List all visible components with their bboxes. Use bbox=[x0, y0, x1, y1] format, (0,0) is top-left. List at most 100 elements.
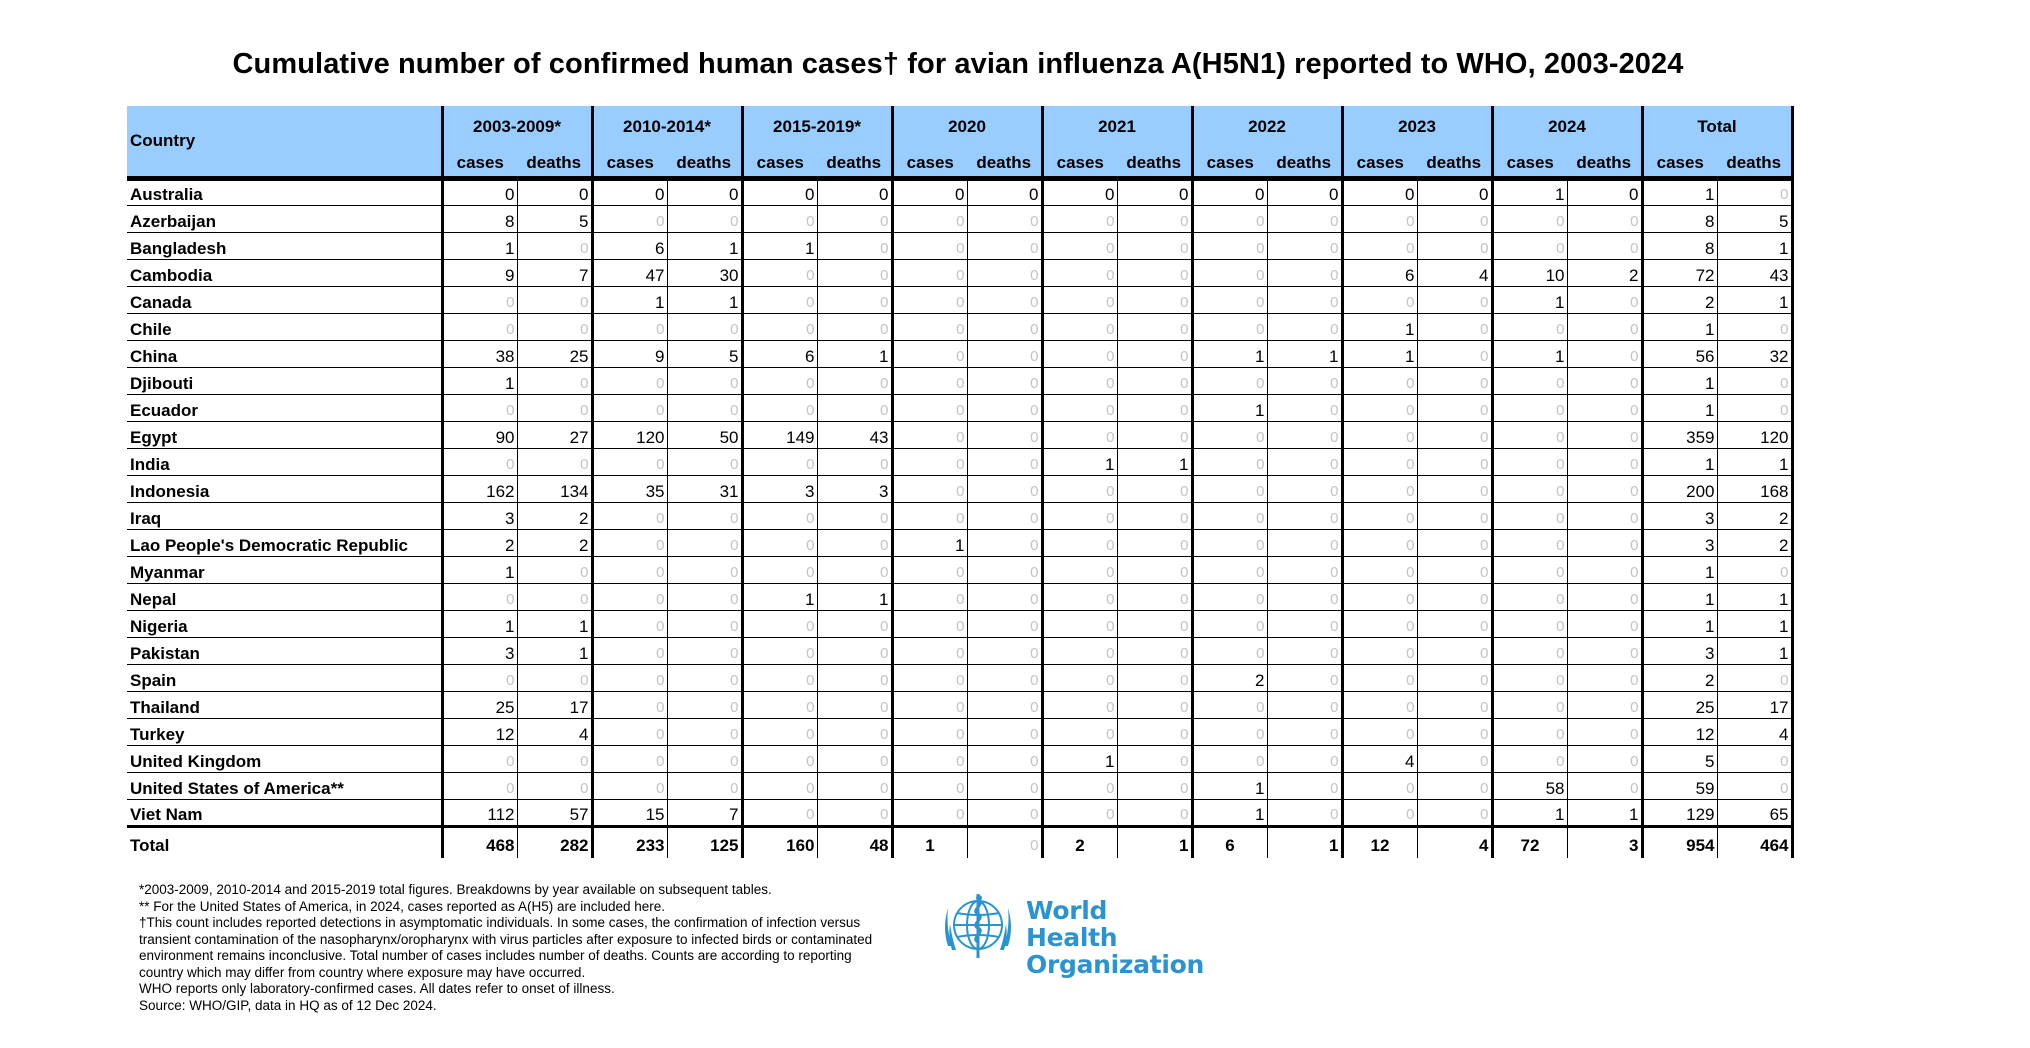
value-cell: 0 bbox=[1040, 394, 1117, 422]
value-cell: 0 bbox=[1416, 178, 1492, 206]
value-cell: 0 bbox=[816, 610, 892, 638]
value-cell: 0 bbox=[890, 475, 967, 503]
value-cell: 0 bbox=[440, 313, 517, 341]
country-cell: China bbox=[127, 340, 442, 368]
value-cell: 0 bbox=[1116, 259, 1192, 287]
value-cell: 0 bbox=[1566, 745, 1642, 773]
value-cell: 0 bbox=[1340, 718, 1417, 746]
cases-table: Country 2003-2009* 2010-2014* 2015-2019* 20… bbox=[127, 106, 1794, 858]
value-cell: 0 bbox=[1566, 178, 1642, 206]
value-cell: 5 bbox=[666, 340, 742, 368]
value-cell: 0 bbox=[1490, 448, 1567, 476]
value-cell: 0 bbox=[590, 448, 667, 476]
deaths-subheader: deaths bbox=[517, 148, 592, 178]
value-cell: 0 bbox=[1190, 421, 1267, 449]
value-cell: 0 bbox=[816, 313, 892, 341]
value-cell: 7 bbox=[666, 799, 742, 827]
value-cell: 0 bbox=[1116, 232, 1192, 260]
value-cell: 1 bbox=[1266, 340, 1342, 368]
value-cell: 0 bbox=[1190, 367, 1267, 395]
table-row: United States of America** 0 0 0 0 0 0 0 0 0 0 1 0 0 0… bbox=[127, 772, 1794, 800]
value-cell: 0 bbox=[516, 178, 592, 206]
table-row: Lao People's Democratic Republic 2 2 0 0 0 0 1 0… bbox=[127, 529, 1794, 557]
value-cell: 0 bbox=[1416, 610, 1492, 638]
value-cell: 0 bbox=[1116, 286, 1192, 314]
value-cell: 149 bbox=[740, 421, 817, 449]
value-cell: 0 bbox=[1116, 313, 1192, 341]
value-cell: 160 bbox=[740, 824, 817, 858]
value-cell: 0 bbox=[1040, 772, 1117, 800]
value-cell: 0 bbox=[1040, 205, 1117, 233]
value-cell: 0 bbox=[590, 610, 667, 638]
value-cell: 1 bbox=[890, 824, 967, 858]
value-cell: 134 bbox=[516, 475, 592, 503]
value-cell: 0 bbox=[890, 691, 967, 719]
value-cell: 0 bbox=[740, 448, 817, 476]
period-header: 2003-2009* bbox=[440, 106, 592, 148]
value-cell: 0 bbox=[1190, 637, 1267, 665]
value-cell: 0 bbox=[1266, 556, 1342, 584]
footnote-lab-confirmed: WHO reports only laboratory-confirmed ca… bbox=[139, 981, 615, 996]
value-cell: 1 bbox=[1266, 824, 1342, 858]
value-cell: 59 bbox=[1640, 772, 1717, 800]
value-cell: 233 bbox=[590, 824, 667, 858]
value-cell: 1 bbox=[666, 232, 742, 260]
value-cell: 0 bbox=[1490, 367, 1567, 395]
table-row: Viet Nam 112 57 15 7 0 0 0 0 0 0 1 0 0 0 1 1 129 65 bbox=[127, 799, 1794, 827]
value-cell: 129 bbox=[1640, 799, 1717, 827]
value-cell: 0 bbox=[1116, 502, 1192, 530]
value-cell: 1 bbox=[1640, 367, 1717, 395]
value-cell: 0 bbox=[740, 286, 817, 314]
country-cell: Canada bbox=[127, 286, 442, 314]
who-wordmark-line2: Organization bbox=[1026, 950, 1205, 979]
value-cell: 4 bbox=[516, 718, 592, 746]
value-cell: 1 bbox=[440, 556, 517, 584]
value-cell: 1 bbox=[1190, 799, 1267, 827]
value-cell: 0 bbox=[966, 259, 1042, 287]
value-cell: 0 bbox=[666, 394, 742, 422]
value-cell: 0 bbox=[1190, 502, 1267, 530]
value-cell: 0 bbox=[666, 610, 742, 638]
value-cell: 0 bbox=[1416, 529, 1492, 557]
value-cell: 43 bbox=[1716, 259, 1794, 287]
value-cell: 0 bbox=[1266, 475, 1342, 503]
value-cell: 0 bbox=[1340, 583, 1417, 611]
value-cell: 0 bbox=[890, 637, 967, 665]
value-cell: 200 bbox=[1640, 475, 1717, 503]
value-cell: 0 bbox=[966, 232, 1042, 260]
value-cell: 2 bbox=[1640, 664, 1717, 692]
value-cell: 57 bbox=[516, 799, 592, 827]
value-cell: 0 bbox=[1266, 745, 1342, 773]
value-cell: 72 bbox=[1490, 824, 1567, 858]
value-cell: 0 bbox=[1340, 286, 1417, 314]
value-cell: 282 bbox=[516, 824, 592, 858]
value-cell: 0 bbox=[1190, 232, 1267, 260]
value-cell: 0 bbox=[816, 799, 892, 827]
period-header: 2021 bbox=[1040, 106, 1192, 148]
value-cell: 0 bbox=[516, 286, 592, 314]
value-cell: 0 bbox=[740, 502, 817, 530]
value-cell: 6 bbox=[740, 340, 817, 368]
value-cell: 0 bbox=[966, 556, 1042, 584]
value-cell: 2 bbox=[1716, 502, 1794, 530]
value-cell: 0 bbox=[816, 664, 892, 692]
country-cell: United Kingdom bbox=[127, 745, 442, 773]
value-cell: 0 bbox=[1416, 772, 1492, 800]
value-cell: 0 bbox=[740, 556, 817, 584]
value-cell: 0 bbox=[590, 394, 667, 422]
value-cell: 0 bbox=[666, 718, 742, 746]
value-cell: 0 bbox=[890, 610, 967, 638]
table-row: Canada 0 0 1 1 0 0 0 0 0 0 0 0 0 0 1 0 2 1 bbox=[127, 286, 1794, 314]
value-cell: 3 bbox=[1640, 502, 1717, 530]
country-column-header: Country bbox=[127, 106, 442, 178]
value-cell: 0 bbox=[590, 178, 667, 206]
who-wordmark: World Health Organization bbox=[1026, 897, 1204, 978]
deaths-subheader: deaths bbox=[1267, 148, 1342, 178]
value-cell: 0 bbox=[666, 529, 742, 557]
value-cell: 0 bbox=[1266, 259, 1342, 287]
value-cell: 0 bbox=[1040, 340, 1117, 368]
table-row: Azerbaijan 8 5 0 0 0 0 0 0 0 0 0 0 0 0 0 0 8 5 bbox=[127, 205, 1794, 233]
value-cell: 0 bbox=[890, 664, 967, 692]
value-cell: 0 bbox=[966, 178, 1042, 206]
value-cell: 0 bbox=[1566, 610, 1642, 638]
